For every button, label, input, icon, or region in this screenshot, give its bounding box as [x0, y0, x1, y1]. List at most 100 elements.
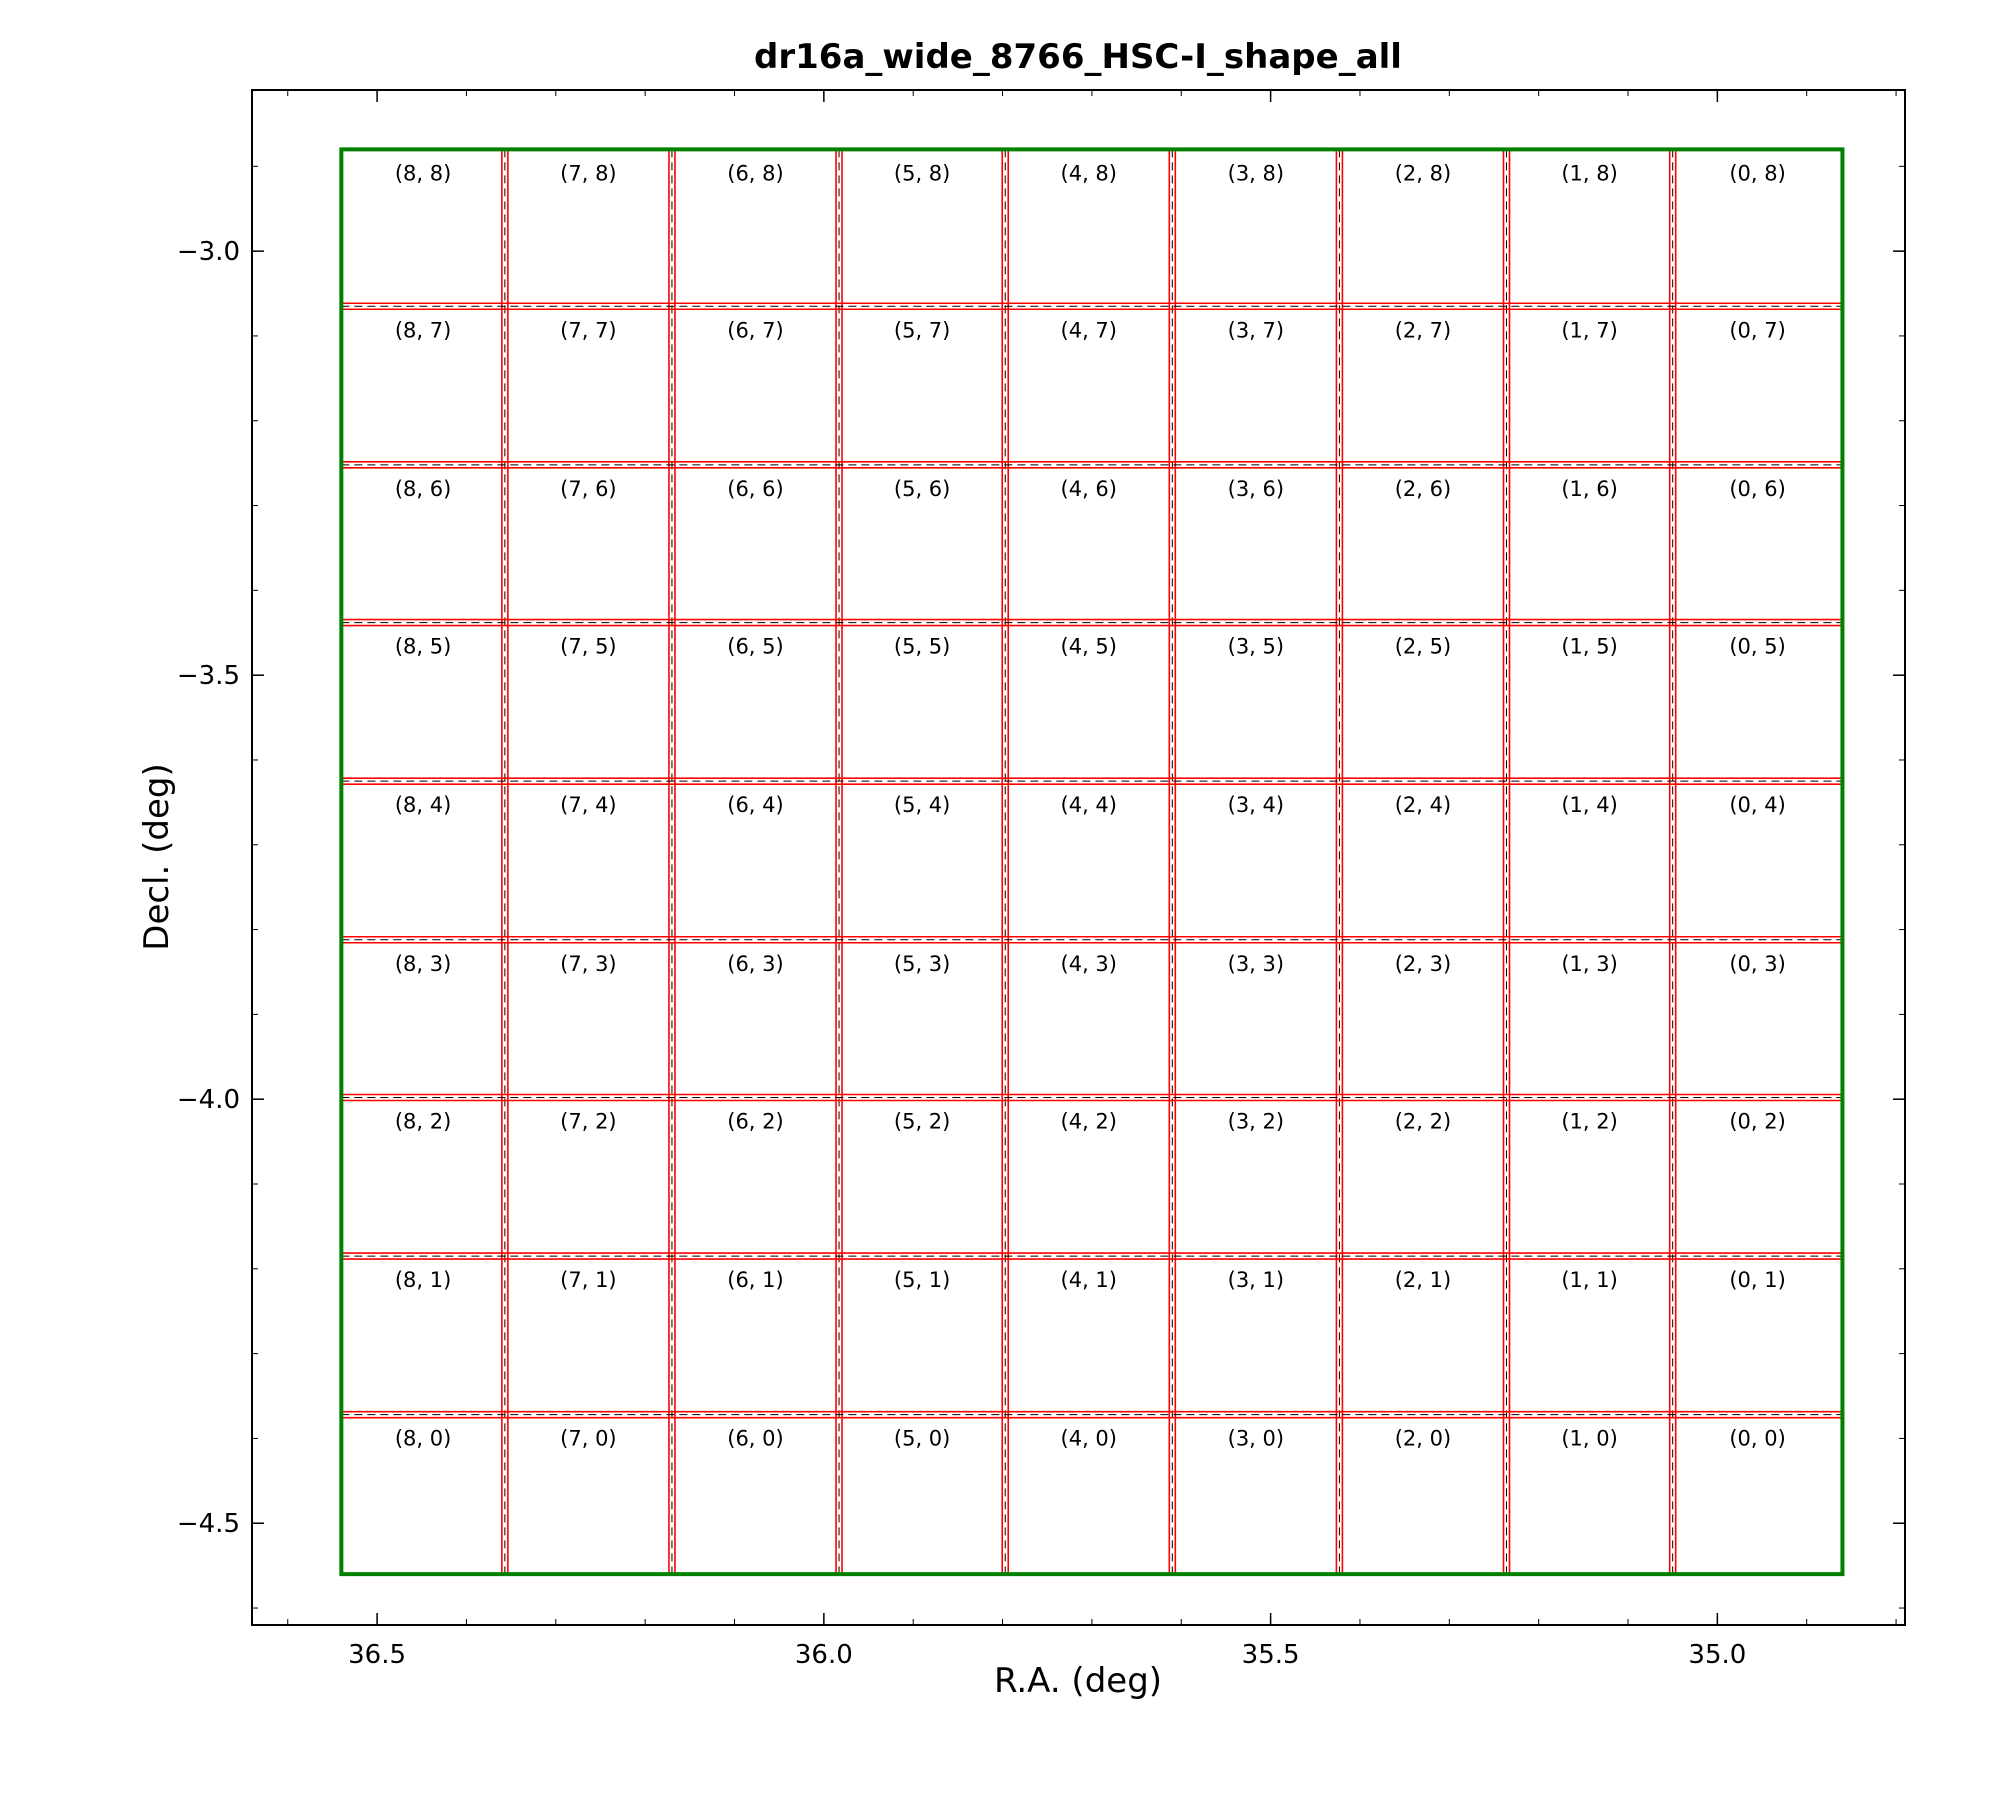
patch-label: (3, 4)	[1228, 793, 1284, 817]
patch-label: (0, 8)	[1729, 161, 1785, 185]
tract-outline	[339, 147, 1845, 1577]
patch-label: (0, 4)	[1729, 793, 1785, 817]
y-tick-label: −4.0	[177, 1085, 240, 1115]
patch-label: (8, 6)	[395, 477, 451, 501]
x-tick-label: 36.0	[795, 1640, 853, 1670]
patch-label: (5, 0)	[894, 1427, 950, 1451]
patch-label: (6, 0)	[727, 1427, 783, 1451]
patch-label: (1, 4)	[1561, 793, 1617, 817]
patch-label: (4, 5)	[1061, 635, 1117, 659]
patch-label: (4, 3)	[1061, 952, 1117, 976]
patch-label: (5, 5)	[894, 635, 950, 659]
patch-label: (6, 4)	[727, 793, 783, 817]
patch-label: (4, 7)	[1061, 318, 1117, 342]
patch-label: (7, 6)	[560, 477, 616, 501]
patch-label: (8, 2)	[395, 1110, 451, 1134]
patch-label: (4, 0)	[1061, 1427, 1117, 1451]
patch-label: (2, 1)	[1395, 1268, 1451, 1292]
patch-label: (2, 3)	[1395, 952, 1451, 976]
patch-label: (5, 3)	[894, 952, 950, 976]
patch-label: (5, 2)	[894, 1110, 950, 1134]
patch-label: (6, 1)	[727, 1268, 783, 1292]
patch-label: (6, 2)	[727, 1110, 783, 1134]
x-tick-label: 35.5	[1242, 1640, 1300, 1670]
patch-label: (2, 0)	[1395, 1427, 1451, 1451]
patch-label: (2, 5)	[1395, 635, 1451, 659]
chart-title: dr16a_wide_8766_HSC-I_shape_all	[754, 37, 1402, 77]
patch-label: (4, 2)	[1061, 1110, 1117, 1134]
patch-label: (7, 7)	[560, 318, 616, 342]
patch-label: (3, 2)	[1228, 1110, 1284, 1134]
patch-label: (7, 4)	[560, 793, 616, 817]
patch-label: (2, 8)	[1395, 161, 1451, 185]
patch-label: (1, 2)	[1561, 1110, 1617, 1134]
patch-label: (3, 6)	[1228, 477, 1284, 501]
patch-label: (5, 4)	[894, 793, 950, 817]
patch-label: (7, 1)	[560, 1268, 616, 1292]
patch-label: (1, 5)	[1561, 635, 1617, 659]
patch-label: (3, 0)	[1228, 1427, 1284, 1451]
tract-boundary	[339, 147, 1845, 1577]
axis-ticks: 35.0 35.5 36.0 36.5 −3.0 −3.5 −4.0 −4.5	[177, 90, 1905, 1670]
patch-label: (4, 8)	[1061, 161, 1117, 185]
patch-label: (2, 2)	[1395, 1110, 1451, 1134]
y-tick-label: −4.5	[177, 1509, 240, 1539]
patch-label: (7, 2)	[560, 1110, 616, 1134]
patch-label: (0, 6)	[1729, 477, 1785, 501]
patch-label: (3, 3)	[1228, 952, 1284, 976]
patch-label: (0, 1)	[1729, 1268, 1785, 1292]
patch-label: (3, 7)	[1228, 318, 1284, 342]
patch-label: (8, 7)	[395, 318, 451, 342]
patch-label: (0, 5)	[1729, 635, 1785, 659]
patch-label: (3, 1)	[1228, 1268, 1284, 1292]
patch-label: (0, 2)	[1729, 1110, 1785, 1134]
patch-label: (2, 4)	[1395, 793, 1451, 817]
patch-label: (2, 6)	[1395, 477, 1451, 501]
patch-label: (6, 6)	[727, 477, 783, 501]
x-tick-label: 35.0	[1688, 1640, 1746, 1670]
patch-label: (4, 4)	[1061, 793, 1117, 817]
patch-label: (1, 6)	[1561, 477, 1617, 501]
patch-label: (6, 7)	[727, 318, 783, 342]
patch-label: (5, 7)	[894, 318, 950, 342]
patch-label: (4, 1)	[1061, 1268, 1117, 1292]
patch-label: (6, 5)	[727, 635, 783, 659]
patch-label: (8, 8)	[395, 161, 451, 185]
patch-label: (8, 4)	[395, 793, 451, 817]
patch-label: (7, 3)	[560, 952, 616, 976]
patch-label: (2, 7)	[1395, 318, 1451, 342]
patch-label: (0, 3)	[1729, 952, 1785, 976]
patch-label: (5, 8)	[894, 161, 950, 185]
patch-label: (3, 5)	[1228, 635, 1284, 659]
patch-label: (6, 8)	[727, 161, 783, 185]
patch-label: (5, 1)	[894, 1268, 950, 1292]
patch-label: (6, 3)	[727, 952, 783, 976]
patch-label: (7, 8)	[560, 161, 616, 185]
y-tick-label: −3.5	[177, 661, 240, 691]
y-axis-label: Decl. (deg)	[137, 763, 177, 950]
patch-label: (7, 5)	[560, 635, 616, 659]
patch-label: (1, 3)	[1561, 952, 1617, 976]
patch-label: (1, 8)	[1561, 161, 1617, 185]
x-tick-label: 36.5	[348, 1640, 406, 1670]
patch-label: (5, 6)	[894, 477, 950, 501]
patch-label: (1, 7)	[1561, 318, 1617, 342]
patch-labels: (8, 8) (7, 8) (6, 8) (5, 8) (4, 8) (3, 8) (2, …	[395, 161, 1786, 1450]
x-axis-label: R.A. (deg)	[994, 1661, 1162, 1701]
patch-label: (7, 0)	[560, 1427, 616, 1451]
y-tick-label: −3.0	[177, 237, 240, 267]
patch-label: (1, 0)	[1561, 1427, 1617, 1451]
patch-label: (8, 3)	[395, 952, 451, 976]
patch-label: (4, 6)	[1061, 477, 1117, 501]
patch-grid	[341, 149, 1843, 1575]
patch-label: (3, 8)	[1228, 161, 1284, 185]
axes-frame	[251, 89, 1906, 1626]
patch-label: (0, 7)	[1729, 318, 1785, 342]
patch-label: (0, 0)	[1729, 1427, 1785, 1451]
patch-label: (8, 5)	[395, 635, 451, 659]
patch-label: (8, 1)	[395, 1268, 451, 1292]
patch-label: (1, 1)	[1561, 1268, 1617, 1292]
patch-label: (8, 0)	[395, 1427, 451, 1451]
